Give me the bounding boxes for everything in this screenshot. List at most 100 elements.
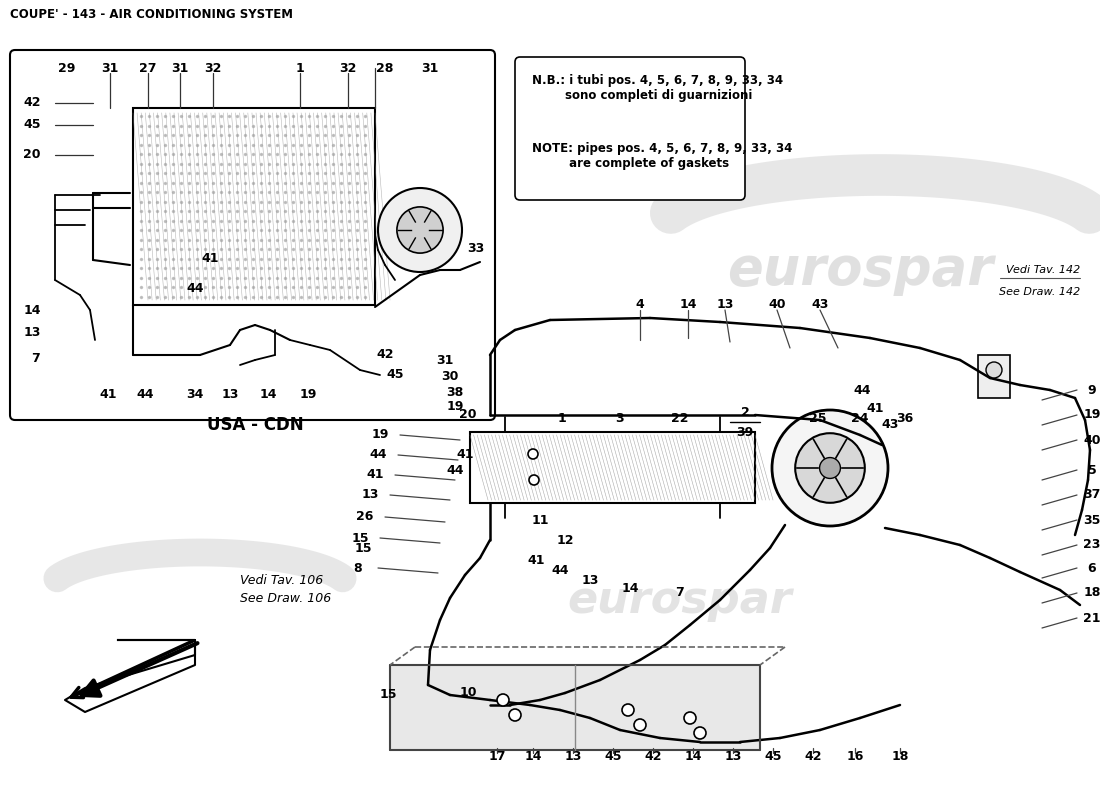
Text: See Draw. 106: See Draw. 106 [240,591,331,605]
Text: USA - CDN: USA - CDN [207,416,304,434]
Text: 18: 18 [1084,586,1100,599]
Text: 9: 9 [1088,383,1097,397]
Text: 41: 41 [527,554,544,566]
FancyBboxPatch shape [515,57,745,200]
Text: 17: 17 [488,750,506,762]
Text: 19: 19 [447,401,464,414]
Text: 42: 42 [804,750,822,762]
Text: 13: 13 [581,574,598,586]
Text: 15: 15 [379,689,397,702]
Text: 31: 31 [437,354,453,366]
Circle shape [772,410,888,526]
Circle shape [634,719,646,731]
Text: 13: 13 [23,326,41,339]
Text: 44: 44 [186,282,204,294]
Text: 13: 13 [361,489,378,502]
Text: 25: 25 [810,411,827,425]
Text: 45: 45 [23,118,41,131]
Text: 1: 1 [296,62,305,74]
Text: 20: 20 [23,149,41,162]
Text: 2: 2 [740,406,749,418]
Text: Vedi Tav. 106: Vedi Tav. 106 [240,574,323,586]
Bar [978,355,1010,398]
Text: 23: 23 [1084,538,1100,551]
Text: 16: 16 [846,750,864,762]
Text: N.B.: i tubi pos. 4, 5, 6, 7, 8, 9, 33, 34
        sono completi di guarnizioni: N.B.: i tubi pos. 4, 5, 6, 7, 8, 9, 33, … [532,74,783,102]
Text: Vedi Tav. 142: Vedi Tav. 142 [1005,265,1080,275]
Text: 5: 5 [1088,463,1097,477]
Text: 14: 14 [621,582,639,594]
Circle shape [529,475,539,485]
Text: 45: 45 [604,750,622,762]
Circle shape [694,727,706,739]
Text: NOTE: pipes pos. 4, 5, 6, 7, 8, 9, 33, 34
         are complete of gaskets: NOTE: pipes pos. 4, 5, 6, 7, 8, 9, 33, 3… [532,142,792,170]
Text: 32: 32 [205,62,222,74]
Text: 44: 44 [447,463,464,477]
Text: 7: 7 [31,351,40,365]
Text: 19: 19 [299,389,317,402]
Polygon shape [65,640,195,710]
Bar [133,108,375,305]
Text: See Draw. 142: See Draw. 142 [999,287,1080,297]
Text: 37: 37 [1084,489,1100,502]
Text: 15: 15 [351,531,369,545]
Text: 29: 29 [58,62,76,74]
Circle shape [397,207,443,253]
Text: 12: 12 [557,534,574,546]
Text: 33: 33 [468,242,485,254]
Text: COUPE' - 143 - AIR CONDITIONING SYSTEM: COUPE' - 143 - AIR CONDITIONING SYSTEM [10,8,293,21]
Text: 43: 43 [881,418,899,431]
Circle shape [528,449,538,459]
Text: 40: 40 [1084,434,1100,446]
Text: 34: 34 [186,389,204,402]
FancyBboxPatch shape [10,50,495,420]
Text: eurospar: eurospar [568,578,792,622]
Text: 41: 41 [366,469,384,482]
Text: 36: 36 [896,411,914,425]
Text: 44: 44 [551,563,569,577]
Text: 43: 43 [812,298,828,311]
Text: 3: 3 [616,411,625,425]
Text: 24: 24 [851,411,869,425]
Circle shape [684,712,696,724]
Text: 27: 27 [140,62,156,74]
Circle shape [621,704,634,716]
Text: 30: 30 [441,370,459,383]
Text: 7: 7 [675,586,684,599]
Text: 28: 28 [376,62,394,74]
Text: 14: 14 [684,750,702,762]
Text: 31: 31 [421,62,439,74]
Text: 39: 39 [736,426,754,438]
Text: 26: 26 [356,510,374,523]
Text: 8: 8 [354,562,362,574]
Text: 19: 19 [372,429,388,442]
Text: 14: 14 [680,298,696,311]
Bar [390,665,760,750]
Text: 10: 10 [460,686,476,698]
Circle shape [497,694,509,706]
Text: 4: 4 [636,298,645,311]
Text: 15: 15 [354,542,372,554]
Text: 41: 41 [99,389,117,402]
Circle shape [795,434,865,503]
Text: 1: 1 [558,411,566,425]
Text: 40: 40 [768,298,785,311]
Text: 41: 41 [201,251,219,265]
Text: 22: 22 [671,411,689,425]
Text: 42: 42 [376,349,394,362]
Text: 14: 14 [525,750,541,762]
Text: 44: 44 [136,389,154,402]
Circle shape [986,362,1002,378]
Text: 21: 21 [1084,611,1100,625]
Circle shape [820,458,840,478]
Text: 13: 13 [716,298,734,311]
Text: 44: 44 [370,449,387,462]
Text: 44: 44 [854,383,871,397]
Text: 13: 13 [724,750,741,762]
Text: 32: 32 [339,62,356,74]
Text: 19: 19 [1084,409,1100,422]
Text: 45: 45 [386,369,404,382]
Text: 14: 14 [23,303,41,317]
Circle shape [509,709,521,721]
Text: 18: 18 [891,750,909,762]
